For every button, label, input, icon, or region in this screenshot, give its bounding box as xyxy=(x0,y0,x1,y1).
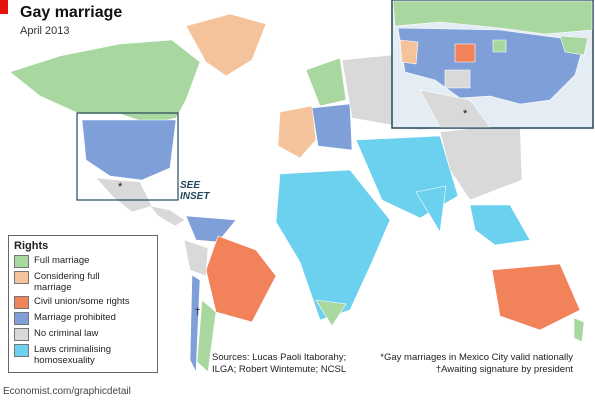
argentina-marker: † xyxy=(195,307,201,318)
title: Gay marriage xyxy=(20,4,123,21)
legend-item: Marriage prohibited xyxy=(14,312,152,325)
west-europe xyxy=(277,105,317,159)
mexico-marker: * xyxy=(118,181,123,193)
south-africa xyxy=(315,299,347,327)
legend: Rights Full marriage Considering full mar… xyxy=(8,235,158,373)
inset-note: SEE INSET xyxy=(180,180,210,202)
legend-swatch xyxy=(14,328,29,341)
inset-new-mexico xyxy=(444,69,471,89)
footnote: *Gay marriages in Mexico City valid nati… xyxy=(380,352,573,363)
east-europe xyxy=(311,103,353,151)
legend-label: Civil union/some rights xyxy=(34,296,130,307)
canada xyxy=(9,39,201,125)
inset-frame xyxy=(76,112,179,201)
legend-item: Civil union/some rights xyxy=(14,296,152,309)
greenland xyxy=(185,13,267,77)
legend-item: Laws criminalising homosexuality xyxy=(14,344,152,366)
legend-item: Full marriage xyxy=(14,255,152,268)
inset-mexico-marker: * xyxy=(463,108,468,120)
new-zealand xyxy=(573,317,585,343)
legend-items: Full marriage Considering full marriage Ci… xyxy=(14,255,152,366)
footnotes: *Gay marriages in Mexico City valid nati… xyxy=(380,352,573,376)
inset-iowa xyxy=(492,39,507,53)
inset-mexico xyxy=(419,89,491,128)
legend-swatch xyxy=(14,296,29,309)
chile xyxy=(189,274,201,374)
australia xyxy=(491,263,581,331)
central-america xyxy=(149,205,186,227)
corner-tab xyxy=(0,0,8,14)
legend-label: Laws criminalising homosexuality xyxy=(34,344,112,366)
argentina xyxy=(196,299,217,373)
footnote: †Awaiting signature by president xyxy=(435,364,573,375)
legend-swatch xyxy=(14,312,29,325)
legend-label: Full marriage xyxy=(34,255,90,266)
legend-label: Marriage prohibited xyxy=(34,312,116,323)
inset xyxy=(391,0,594,129)
legend-swatch xyxy=(14,271,29,284)
legend-label: No criminal law xyxy=(34,328,99,339)
africa xyxy=(275,169,391,321)
india xyxy=(415,185,447,233)
scandinavia xyxy=(305,57,347,107)
legend-item: No criminal law xyxy=(14,328,152,341)
legend-item: Considering full marriage xyxy=(14,271,152,293)
sources: Sources: Lucas Paoli Itaborahy; ILGA; Ro… xyxy=(212,352,347,375)
usa xyxy=(81,119,177,181)
inset-canada xyxy=(392,0,593,35)
inset-north-east xyxy=(559,35,589,56)
legend-label: Considering full marriage xyxy=(34,271,100,293)
subtitle: April 2013 xyxy=(20,25,70,37)
legend-title: Rights xyxy=(14,240,49,252)
inset-nevada xyxy=(399,39,419,65)
mexico xyxy=(95,177,153,213)
north-south-america xyxy=(185,215,237,243)
footer: Economist.com/graphicdetail xyxy=(3,386,131,397)
south-east-asia xyxy=(469,204,531,246)
inset-colorado xyxy=(454,43,476,63)
peru xyxy=(183,239,209,277)
brazil xyxy=(205,235,277,323)
legend-swatch xyxy=(14,255,29,268)
legend-swatch xyxy=(14,344,29,357)
